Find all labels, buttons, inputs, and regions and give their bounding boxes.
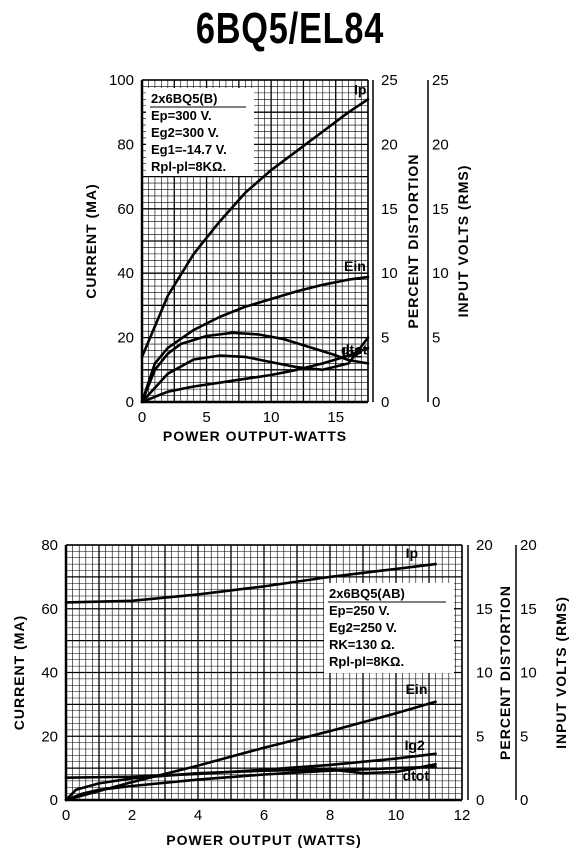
series-line-ein (64, 700, 437, 802)
y-tick-label: 60 (41, 601, 58, 618)
series-line-dtot (64, 763, 437, 802)
series-line-dtot (140, 336, 370, 404)
input-volts-tick-label: 10 (520, 665, 537, 682)
series-label-ig2: Ig2 (405, 737, 425, 753)
chart-1: 0 5 10 15 0 20 40 60 80 100 0 5 10 15 20 25 0 5 10 15 20 25 PO… (83, 72, 471, 444)
distortion-tick-label: 0 (476, 792, 484, 809)
input-volts-axis-label: INPUT VOLTS (RMS) (455, 165, 471, 318)
x-tick-label: 10 (388, 807, 405, 824)
conditions-line: Ep=300 V. (151, 108, 212, 123)
y-tick-label: 0 (50, 792, 58, 809)
y-tick-label: 20 (41, 728, 58, 745)
series-line-ip (140, 98, 370, 359)
input-volts-tick-label: 15 (520, 601, 537, 618)
x-axis-label: POWER OUTPUT (WATTS) (166, 832, 362, 848)
x-tick-label: 15 (327, 409, 344, 426)
series-label-ein: Ein (344, 258, 366, 274)
input-volts-tick-label: 15 (432, 201, 449, 218)
series-line-unlabeled (64, 765, 437, 802)
distortion-tick-label: 10 (476, 665, 493, 682)
series-label-dtot: dtot (403, 767, 430, 783)
y-tick-label: 80 (41, 537, 58, 554)
conditions-line: RK=130 Ω. (329, 637, 395, 652)
series-line-ig2 (140, 331, 370, 404)
input-volts-tick-label: 0 (520, 792, 528, 809)
series-label-dtot: dtot (341, 342, 368, 358)
distortion-tick-label: 20 (476, 537, 493, 554)
series-line-ein (140, 275, 370, 404)
y-tick-label: 60 (117, 201, 134, 218)
y-tick-label: 20 (117, 330, 134, 347)
distortion-tick-label: 10 (381, 265, 398, 282)
input-volts-tick-label: 5 (432, 330, 440, 347)
y-axis-label: CURRENT (MA) (11, 615, 27, 730)
x-tick-label: 6 (260, 807, 268, 824)
conditions-line: 2x6BQ5(B) (151, 91, 217, 106)
distortion-axis-label: PERCENT DISTORTION (497, 585, 513, 760)
input-volts-axis-label: INPUT VOLTS (RMS) (553, 596, 569, 749)
series-label-ip: Ip (406, 545, 418, 561)
x-tick-label: 12 (454, 807, 471, 824)
input-volts-tick-label: 10 (432, 265, 449, 282)
distortion-tick-label: 5 (476, 728, 484, 745)
conditions-line: Ep=250 V. (329, 603, 390, 618)
x-tick-label: 0 (138, 409, 146, 426)
x-axis-label: POWER OUTPUT-WATTS (163, 428, 347, 444)
input-volts-tick-label: 25 (432, 72, 449, 89)
y-tick-label: 80 (117, 136, 134, 153)
distortion-tick-label: 20 (381, 136, 398, 153)
conditions-line: Eg2=300 V. (151, 125, 219, 140)
x-tick-label: 4 (194, 807, 202, 824)
x-tick-label: 0 (62, 807, 70, 824)
page-title: 6BQ5/EL84 (195, 4, 385, 53)
conditions-line: Rpl-pl=8KΩ. (151, 159, 226, 174)
conditions-box (324, 583, 454, 673)
distortion-tick-label: 0 (381, 394, 389, 411)
distortion-tick-label: 15 (476, 601, 493, 618)
series-line-unlabeled (140, 346, 370, 404)
chart-2: 0 2 4 6 8 10 12 0 20 40 60 80 0 5 10 15 20 0 5 10 15 20 POWER … (11, 537, 569, 848)
distortion-axis-label: PERCENT DISTORTION (405, 154, 421, 329)
x-tick-label: 5 (202, 409, 210, 426)
y-tick-label: 40 (41, 665, 58, 682)
input-volts-tick-label: 5 (520, 728, 528, 745)
x-tick-label: 10 (263, 409, 280, 426)
x-tick-label: 2 (128, 807, 136, 824)
distortion-tick-label: 15 (381, 201, 398, 218)
conditions-line: 2x6BQ5(AB) (329, 586, 405, 601)
distortion-tick-label: 5 (381, 330, 389, 347)
input-volts-tick-label: 20 (520, 537, 537, 554)
distortion-tick-label: 25 (381, 72, 398, 89)
y-tick-label: 100 (109, 72, 134, 89)
series-label-ein: Ein (406, 681, 428, 697)
series-line-ip (64, 562, 437, 604)
conditions-line: Eg1=-14.7 V. (151, 142, 227, 157)
conditions-line: Eg2=250 V. (329, 620, 397, 635)
y-axis-label: CURRENT (MA) (83, 183, 99, 298)
conditions-line: Rpl-pl=8KΩ. (329, 654, 404, 669)
y-tick-label: 0 (126, 394, 134, 411)
x-tick-label: 8 (326, 807, 334, 824)
y-tick-label: 40 (117, 265, 134, 282)
input-volts-tick-label: 20 (432, 136, 449, 153)
input-volts-tick-label: 0 (432, 394, 440, 411)
series-label-ip: Ip (354, 81, 366, 97)
conditions-box (146, 88, 254, 176)
